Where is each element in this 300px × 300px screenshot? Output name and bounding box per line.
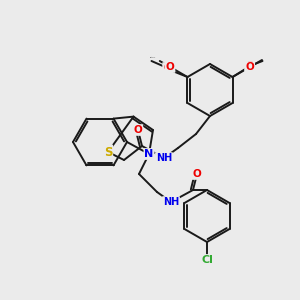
Text: NH: NH [156, 153, 172, 163]
Text: methoxy: methoxy [151, 58, 157, 59]
Text: methoxy: methoxy [149, 57, 156, 58]
Text: N: N [144, 149, 154, 159]
Text: O: O [245, 62, 254, 72]
Text: NH: NH [163, 197, 179, 207]
Text: O: O [245, 61, 254, 71]
Text: Cl: Cl [201, 255, 213, 265]
Text: S: S [104, 146, 112, 158]
Text: O: O [166, 62, 175, 72]
Text: methoxy: methoxy [265, 59, 271, 60]
Text: methoxy: methoxy [158, 59, 164, 60]
Text: O: O [193, 169, 201, 179]
Text: methoxy: methoxy [149, 54, 156, 55]
Text: O: O [134, 125, 142, 135]
Text: O: O [163, 63, 172, 73]
